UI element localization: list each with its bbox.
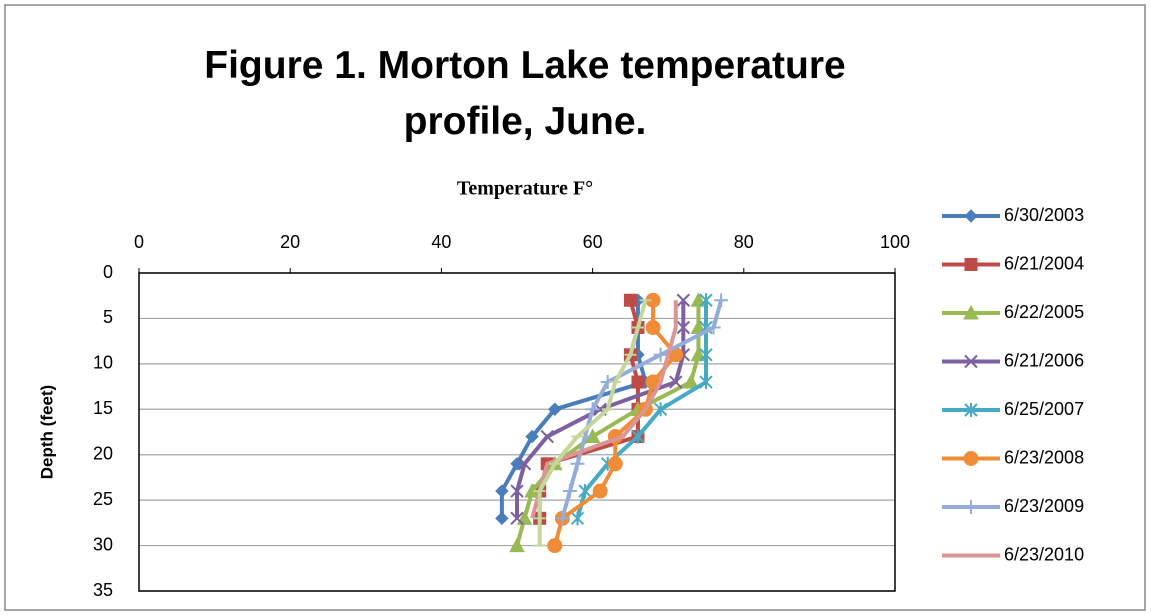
y-tick-label: 30: [93, 534, 113, 554]
marker: [631, 375, 645, 389]
series-line: [552, 300, 678, 547]
marker: [964, 500, 978, 514]
marker: [645, 320, 661, 336]
marker: [699, 375, 713, 390]
series: [547, 292, 684, 554]
marker: [525, 429, 539, 444]
marker: [510, 511, 524, 526]
series: [555, 293, 729, 526]
x-tick-label: 40: [431, 232, 451, 252]
marker: [964, 403, 978, 417]
x-tick-label: 60: [583, 232, 603, 252]
marker: [964, 209, 978, 223]
marker: [963, 451, 979, 466]
legend-label: 6/22/2005: [1004, 302, 1084, 322]
marker: [540, 429, 554, 444]
legend-label: 6/23/2010: [1004, 544, 1084, 564]
x-tick-label: 0: [134, 232, 144, 252]
marker: [495, 484, 509, 498]
series-line: [515, 300, 701, 547]
marker: [547, 538, 563, 554]
y-tick-label: 15: [93, 398, 113, 418]
marker: [623, 293, 637, 307]
marker: [653, 347, 668, 362]
marker: [676, 293, 691, 307]
marker: [706, 320, 721, 335]
marker: [963, 304, 979, 320]
series-line: [537, 299, 648, 546]
marker: [578, 484, 592, 499]
series: [530, 300, 678, 519]
marker: [495, 511, 509, 526]
x-tick-label: 80: [734, 232, 754, 252]
legend-label: 6/21/2006: [1004, 350, 1084, 370]
plot-area: [138, 272, 896, 592]
legend-label: 6/21/2004: [1004, 253, 1084, 273]
marker: [592, 483, 608, 499]
x-axis-label: Temperature F°: [457, 178, 593, 200]
marker: [509, 537, 525, 553]
marker: [562, 484, 577, 499]
marker: [676, 320, 691, 335]
marker: [964, 354, 978, 369]
series-line: [530, 300, 678, 519]
y-tick-label: 0: [103, 262, 113, 282]
chart-border: [4, 4, 1146, 611]
marker: [669, 375, 683, 389]
marker: [699, 293, 713, 308]
chart-title: Figure 1. Morton Lake temperature profil…: [204, 44, 846, 143]
y-axis-label: Depth (feet): [37, 385, 56, 479]
marker: [699, 347, 713, 362]
legend-label: 6/23/2009: [1004, 496, 1084, 516]
marker: [964, 258, 978, 271]
series: [533, 299, 652, 547]
marker: [683, 373, 699, 389]
x-tick-label: 20: [280, 232, 300, 252]
y-tick-label: 25: [93, 489, 113, 509]
marker: [510, 484, 524, 498]
y-tick-label: 5: [103, 307, 113, 327]
legend-label: 6/30/2003: [1004, 205, 1084, 225]
y-tick-label: 10: [93, 353, 113, 373]
marker: [517, 457, 532, 471]
marker: [570, 456, 585, 471]
legend-label: 6/25/2007: [1004, 399, 1084, 419]
marker: [585, 402, 600, 417]
marker: [607, 456, 623, 472]
marker: [555, 511, 570, 526]
x-tick-label: 100: [880, 232, 910, 252]
marker: [714, 293, 729, 308]
marker: [548, 402, 562, 416]
marker: [631, 429, 645, 444]
marker: [653, 402, 668, 417]
marker: [510, 457, 524, 471]
marker: [570, 511, 585, 526]
y-tick-label: 20: [93, 443, 113, 463]
legend-label: 6/23/2008: [1004, 447, 1084, 467]
y-tick-label: 35: [93, 580, 113, 600]
